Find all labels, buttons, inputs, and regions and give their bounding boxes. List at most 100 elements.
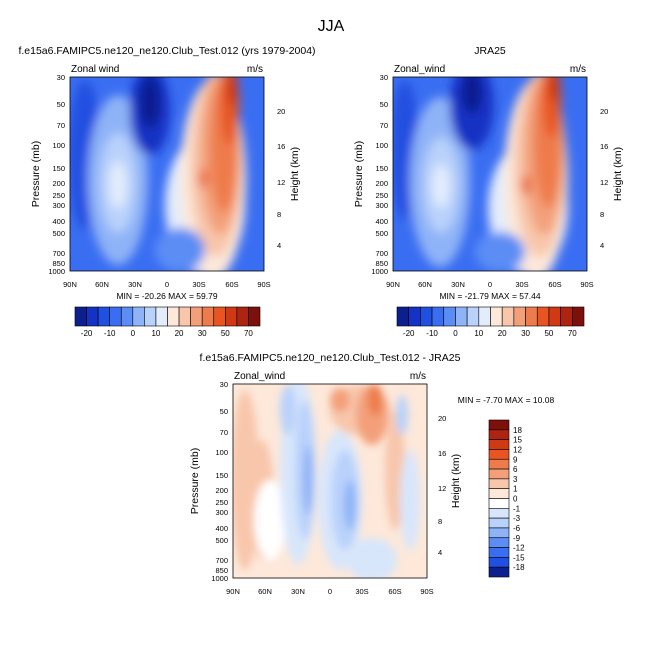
- panel-units-label: m/s: [570, 64, 586, 75]
- colorbar-label: -20: [403, 329, 415, 338]
- colorbar-swatch: [488, 449, 510, 460]
- colorbar-swatch: [478, 306, 491, 327]
- colorbar-label: 20: [498, 329, 507, 338]
- colorbar-swatch: [488, 517, 510, 529]
- panel-left-label: Zonal wind: [71, 64, 119, 75]
- height-tick-label: 8: [277, 210, 281, 219]
- y-tick-label: 250: [52, 191, 65, 200]
- y-tick-label: 1000: [211, 574, 228, 583]
- colorbar-swatch: [488, 527, 510, 539]
- y-tick-label: 30: [380, 73, 388, 82]
- x-axis: 90N 60N 30N 0 30S 60S 90S: [386, 280, 594, 289]
- colorbar-label: -10: [104, 329, 116, 338]
- height-tick-label: 20: [600, 107, 608, 116]
- colorbar-swatch: [488, 547, 510, 558]
- colorbar-swatch: [155, 306, 168, 327]
- y-tick-label: 400: [52, 217, 65, 226]
- x-tick-label: 60S: [388, 587, 401, 596]
- y-tick-label: 100: [52, 141, 65, 150]
- x-tick-label: 60N: [95, 280, 109, 289]
- colorbar-swatch: [525, 306, 538, 327]
- y-tick-label: 50: [57, 100, 65, 109]
- contour-field: [70, 77, 264, 271]
- y-tick-label: 70: [220, 428, 228, 437]
- height-tick-label: 4: [600, 241, 604, 250]
- colorbar-label: 20: [175, 329, 184, 338]
- panel-left-label: Zonal_wind: [234, 371, 285, 382]
- y-tick-label: 1000: [48, 267, 65, 276]
- colorbar-label: 50: [544, 329, 553, 338]
- colorbar-swatch: [74, 306, 87, 327]
- y-tick-label: 250: [375, 191, 388, 200]
- colorbar-label: -18: [513, 563, 525, 572]
- colorbar-swatch: [431, 306, 445, 327]
- y-axis-right: 4 8 12 16 20: [600, 107, 608, 250]
- y-tick-label: 50: [220, 407, 228, 416]
- y-tick-label: 850: [375, 259, 388, 268]
- x-tick-label: 30N: [128, 280, 142, 289]
- colorbar-label: 70: [568, 329, 577, 338]
- colorbar-swatch: [455, 306, 468, 327]
- colorbar-label: 9: [513, 455, 518, 464]
- y-tick-label: 200: [52, 179, 65, 188]
- colorbar-label: -12: [513, 544, 525, 553]
- y-axis-label: Pressure (mb): [189, 448, 201, 515]
- colorbar: -20 -10 0 10 20 30 50 70: [396, 306, 585, 338]
- colorbar-swatch: [466, 306, 480, 327]
- y-axis: 30 50 70 100 150 200 250 300 400 500 700…: [371, 73, 388, 276]
- x-tick-label: 60N: [258, 587, 272, 596]
- colorbar-swatch: [488, 498, 510, 509]
- colorbar-swatch: [167, 306, 180, 327]
- colorbar-swatch: [86, 306, 99, 327]
- x-tick-label: 30S: [515, 280, 528, 289]
- y-tick-label: 70: [380, 121, 388, 130]
- colorbar-label: 30: [198, 329, 207, 338]
- y-tick-label: 300: [215, 508, 228, 517]
- colorbar-swatch: [408, 306, 421, 327]
- colorbar-label: 15: [513, 436, 522, 445]
- y-tick-label: 150: [375, 164, 388, 173]
- colorbar-swatch: [248, 306, 261, 327]
- colorbar-swatch: [488, 419, 510, 431]
- colorbar-swatch: [572, 306, 585, 327]
- colorbar-swatch: [420, 306, 433, 327]
- x-tick-label: 0: [165, 280, 169, 289]
- y-tick-label: 200: [215, 486, 228, 495]
- x-tick-label: 90S: [420, 587, 433, 596]
- colorbar-label: 70: [244, 329, 253, 338]
- colorbar-label: 50: [221, 329, 230, 338]
- min-max-stats: MIN = -21.79 MAX = 57.44: [439, 291, 540, 301]
- plot-frame: [69, 76, 265, 272]
- colorbar-label: -6: [513, 524, 521, 533]
- panel-difference: f.e15a6.FAMIPC5.ne120_ne120.Club_Test.01…: [189, 352, 554, 596]
- x-tick-label: 30N: [451, 280, 465, 289]
- colorbar-label: 18: [513, 426, 522, 435]
- x-axis: 90N 60N 30N 0 30S 60S 90S: [63, 280, 271, 289]
- x-tick-label: 30S: [192, 280, 205, 289]
- colorbar: -20 -10 0 10 20 30 50 70: [74, 306, 261, 338]
- colorbar-swatch: [488, 429, 510, 440]
- height-tick-label: 12: [600, 178, 608, 187]
- colorbar-swatch: [144, 306, 157, 327]
- x-axis: 90N 60N 30N 0 30S 60S 90S: [226, 587, 434, 596]
- colorbar-label: -20: [81, 329, 93, 338]
- panel-model: f.e15a6.FAMIPC5.ne120_ne120.Club_Test.01…: [18, 45, 315, 338]
- colorbar-swatch: [488, 557, 510, 568]
- colorbar-swatch: [488, 468, 510, 480]
- colorbar-swatch: [488, 537, 510, 548]
- colorbar-swatch: [488, 478, 510, 489]
- y-tick-label: 1000: [371, 267, 388, 276]
- colorbar-label: 1: [513, 485, 518, 494]
- y-tick-label: 200: [375, 179, 388, 188]
- plot-frame: [392, 76, 588, 272]
- y-axis-right-label: Height (km): [612, 147, 624, 201]
- y-tick-label: 100: [375, 141, 388, 150]
- y-tick-label: 700: [375, 249, 388, 258]
- y-axis: 30 50 70 100 150 200 250 300 400 500 700…: [48, 73, 65, 276]
- height-tick-label: 16: [600, 142, 608, 151]
- height-tick-label: 4: [438, 548, 442, 557]
- y-tick-label: 850: [215, 566, 228, 575]
- colorbar-label: 0: [453, 329, 458, 338]
- colorbar-swatch: [501, 306, 515, 327]
- colorbar-swatch: [536, 306, 550, 327]
